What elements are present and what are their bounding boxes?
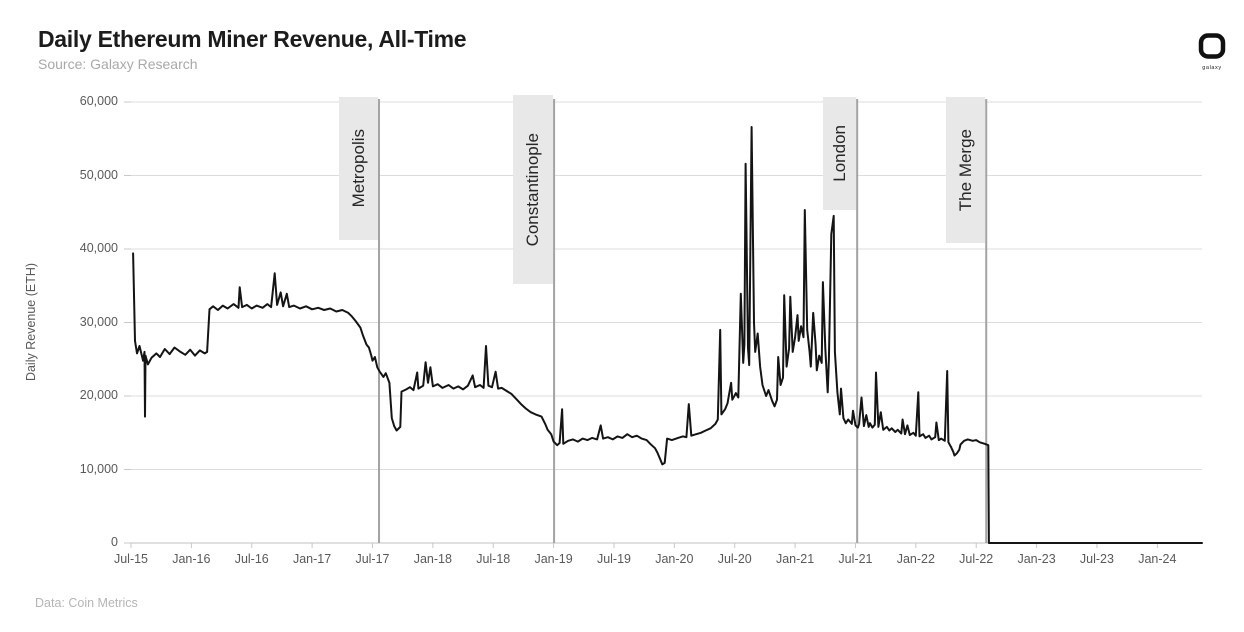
revenue-series-line: [132, 126, 1203, 544]
x-tick-label: Jan-24: [1138, 552, 1177, 566]
annotation-label: Constantinople: [523, 132, 543, 247]
x-tick-label: Jul-17: [355, 552, 390, 566]
annotation-box-the-merge: The Merge: [946, 97, 986, 243]
galaxy-logo: galaxy: [1196, 33, 1228, 71]
y-tick-label: 20,000: [79, 388, 118, 402]
x-tick-label: Jul-15: [113, 552, 149, 566]
x-tick-label: Jan-19: [534, 552, 573, 566]
x-tick-label: Jan-22: [896, 552, 935, 566]
x-tick-label: Jul-18: [476, 552, 511, 566]
x-tick-label: Jul-22: [959, 552, 994, 566]
x-tick-label: Jan-18: [413, 552, 452, 566]
x-tick-label: Jul-19: [596, 552, 631, 566]
annotation-label: Metropolis: [348, 129, 368, 208]
y-tick-label: 50,000: [79, 167, 118, 182]
annotation-label: London: [829, 125, 849, 182]
annotation-box-constantinople: Constantinople: [513, 95, 554, 284]
y-tick-label: 60,000: [79, 94, 118, 108]
chart-source-subtitle: Source: Galaxy Research: [38, 56, 198, 72]
chart-title: Daily Ethereum Miner Revenue, All-Time: [38, 26, 467, 52]
y-tick-label: 0: [111, 535, 118, 549]
x-tick-label: Jan-16: [172, 552, 211, 566]
y-tick-label: 30,000: [79, 314, 118, 329]
data-source-note: Data: Coin Metrics: [35, 596, 138, 610]
x-tick-label: Jan-17: [292, 552, 332, 566]
annotation-label: The Merge: [955, 128, 975, 212]
x-tick-label: Jul-16: [234, 552, 269, 566]
x-tick-label: Jul-23: [1079, 552, 1114, 566]
x-tick-label: Jan-20: [655, 552, 694, 566]
x-tick-label: Jul-20: [717, 552, 752, 566]
x-tick-label: Jul-21: [838, 552, 873, 566]
annotation-box-london: London: [823, 97, 857, 210]
x-tick-label: Jan-21: [775, 552, 815, 566]
annotation-box-metropolis: Metropolis: [339, 97, 378, 240]
galaxy-logo-icon: [1198, 33, 1226, 59]
y-tick-label: 10,000: [79, 461, 118, 476]
y-axis-title: Daily Revenue (ETH): [24, 262, 38, 381]
y-tick-label: 40,000: [79, 241, 118, 255]
galaxy-logo-word: galaxy: [1202, 65, 1222, 71]
x-tick-label: Jan-23: [1017, 552, 1056, 566]
